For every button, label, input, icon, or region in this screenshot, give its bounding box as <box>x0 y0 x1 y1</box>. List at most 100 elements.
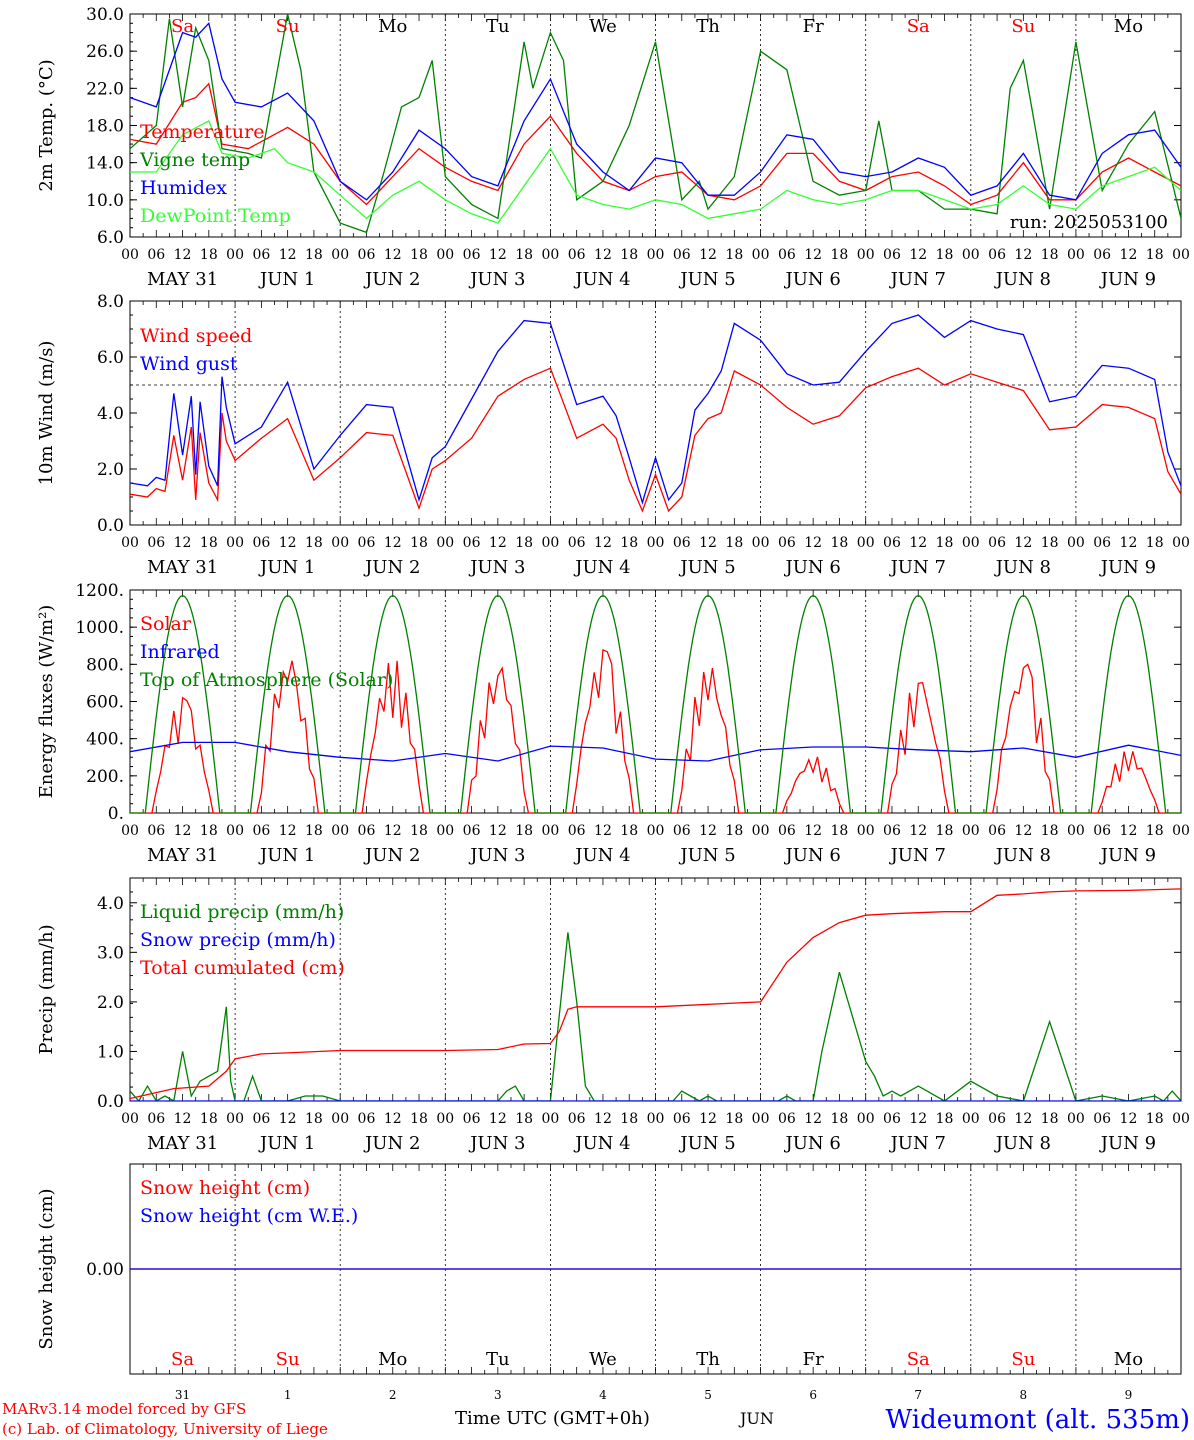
date-label: MAY 31 <box>147 845 218 866</box>
date-label: JUN 9 <box>1099 845 1156 866</box>
hour-label: 12 <box>174 1111 192 1127</box>
hour-label: 12 <box>594 1111 612 1127</box>
hour-label: 12 <box>1120 823 1138 839</box>
hour-label: 00 <box>121 823 139 839</box>
series-line-solar <box>130 648 1181 813</box>
hour-label: 00 <box>1172 823 1190 839</box>
hour-label: 18 <box>725 535 743 551</box>
panels: 6.010.014.018.022.026.030.02m Temp. (°C)… <box>36 5 1190 1402</box>
series-group <box>130 594 1181 813</box>
date-label: JUN 4 <box>573 557 630 578</box>
y-tick-label: 0.0 <box>97 1092 124 1112</box>
hour-label: 00 <box>1067 823 1085 839</box>
hour-label: 06 <box>778 1111 796 1127</box>
hour-label: 18 <box>305 535 323 551</box>
y-tick-label: 200. <box>86 767 124 787</box>
hour-label: 12 <box>1014 535 1032 551</box>
hour-label: 18 <box>410 823 428 839</box>
day-number: 5 <box>704 1388 712 1402</box>
hour-label: 12 <box>1014 1111 1032 1127</box>
day-number: 6 <box>809 1388 817 1402</box>
hour-label: 00 <box>857 247 875 263</box>
y-tick-label: 2.0 <box>97 460 124 480</box>
y-tick-label: 14.0 <box>86 154 124 174</box>
hour-label: 12 <box>279 247 297 263</box>
hour-label: 00 <box>647 1111 665 1127</box>
hour-label: 18 <box>1041 1111 1059 1127</box>
y-tick-label: 2.0 <box>97 993 124 1013</box>
hour-label: 12 <box>909 247 927 263</box>
series-line-wind-speed <box>130 367 1181 513</box>
hour-label: 18 <box>515 247 533 263</box>
series-group <box>130 888 1181 1101</box>
legend-solar: Solar <box>140 613 192 635</box>
hour-label: 00 <box>962 823 980 839</box>
panel-3: 0. 200. 400. 600. 800. 1000. 1200. Energy fluxe… <box>36 581 1190 866</box>
panel-1: 6.0 10.0 14.0 18.0 22.0 26.0 30.0 2m Temp. (°C)… <box>36 5 1190 290</box>
hour-label: 18 <box>936 823 954 839</box>
date-label: JUN 7 <box>889 845 946 866</box>
date-label: JUN 4 <box>573 1133 630 1154</box>
hour-label: 18 <box>305 1111 323 1127</box>
date-label: JUN 2 <box>363 845 420 866</box>
hour-label: 12 <box>279 823 297 839</box>
hour-label: 06 <box>463 823 481 839</box>
hour-label: 12 <box>594 247 612 263</box>
hour-label: 12 <box>174 823 192 839</box>
hour-label: 12 <box>489 535 507 551</box>
day-label: Tu <box>486 1349 510 1370</box>
day-label: Th <box>696 16 720 37</box>
legend-snow-precip-mm-h-: Snow precip (mm/h) <box>140 929 336 951</box>
hour-label: 06 <box>568 535 586 551</box>
day-label: Sa <box>171 16 194 37</box>
date-label: JUN 5 <box>678 557 735 578</box>
hour-label: 00 <box>752 247 770 263</box>
hour-label: 18 <box>305 823 323 839</box>
hour-label: 18 <box>831 535 849 551</box>
hour-label: 06 <box>673 1111 691 1127</box>
hour-label: 00 <box>962 1111 980 1127</box>
day-number: 4 <box>599 1388 607 1402</box>
day-label: Su <box>276 1349 300 1370</box>
hour-label: 12 <box>384 535 402 551</box>
hour-label: 18 <box>1146 1111 1164 1127</box>
hour-label: 00 <box>1067 247 1085 263</box>
hour-label: 12 <box>384 823 402 839</box>
y-tick-label: 26.0 <box>86 42 124 62</box>
hour-label: 00 <box>331 247 349 263</box>
day-label: Mo <box>378 16 407 37</box>
hour-label: 12 <box>279 535 297 551</box>
hour-label: 06 <box>147 247 165 263</box>
day-label: Su <box>1011 16 1035 37</box>
y-tick-label: 800. <box>86 655 124 675</box>
series-line-liquid-precip-mm-h- <box>130 932 1181 1101</box>
date-label: JUN 8 <box>994 1133 1051 1154</box>
legend-snow-height-cm-: Snow height (cm) <box>140 1177 310 1199</box>
hour-label: 00 <box>857 823 875 839</box>
hour-label: 06 <box>673 535 691 551</box>
hour-label: 00 <box>226 535 244 551</box>
legend-vigne-temp: Vigne temp <box>139 149 250 171</box>
date-label: JUN 6 <box>783 557 840 578</box>
y-tick-label: 10.0 <box>86 191 124 211</box>
hour-label: 18 <box>200 535 218 551</box>
series-line-infrared <box>130 741 1181 762</box>
hour-label: 18 <box>515 535 533 551</box>
hour-label: 00 <box>541 823 559 839</box>
hour-label: 00 <box>647 823 665 839</box>
date-label: JUN 7 <box>889 1133 946 1154</box>
hour-label: 12 <box>384 247 402 263</box>
hour-label: 18 <box>200 247 218 263</box>
y-axis-label: Snow height (cm) <box>36 1188 57 1349</box>
hour-label: 06 <box>463 247 481 263</box>
y-tick-label: 6.0 <box>97 228 124 248</box>
hour-label: 12 <box>279 1111 297 1127</box>
date-label: JUN 9 <box>1099 557 1156 578</box>
hour-label: 18 <box>620 247 638 263</box>
day-label: Tu <box>486 16 510 37</box>
hour-label: 12 <box>909 1111 927 1127</box>
date-label: JUN 5 <box>678 269 735 290</box>
day-label: We <box>589 1349 617 1370</box>
hour-label: 00 <box>962 247 980 263</box>
hour-label: 18 <box>620 535 638 551</box>
